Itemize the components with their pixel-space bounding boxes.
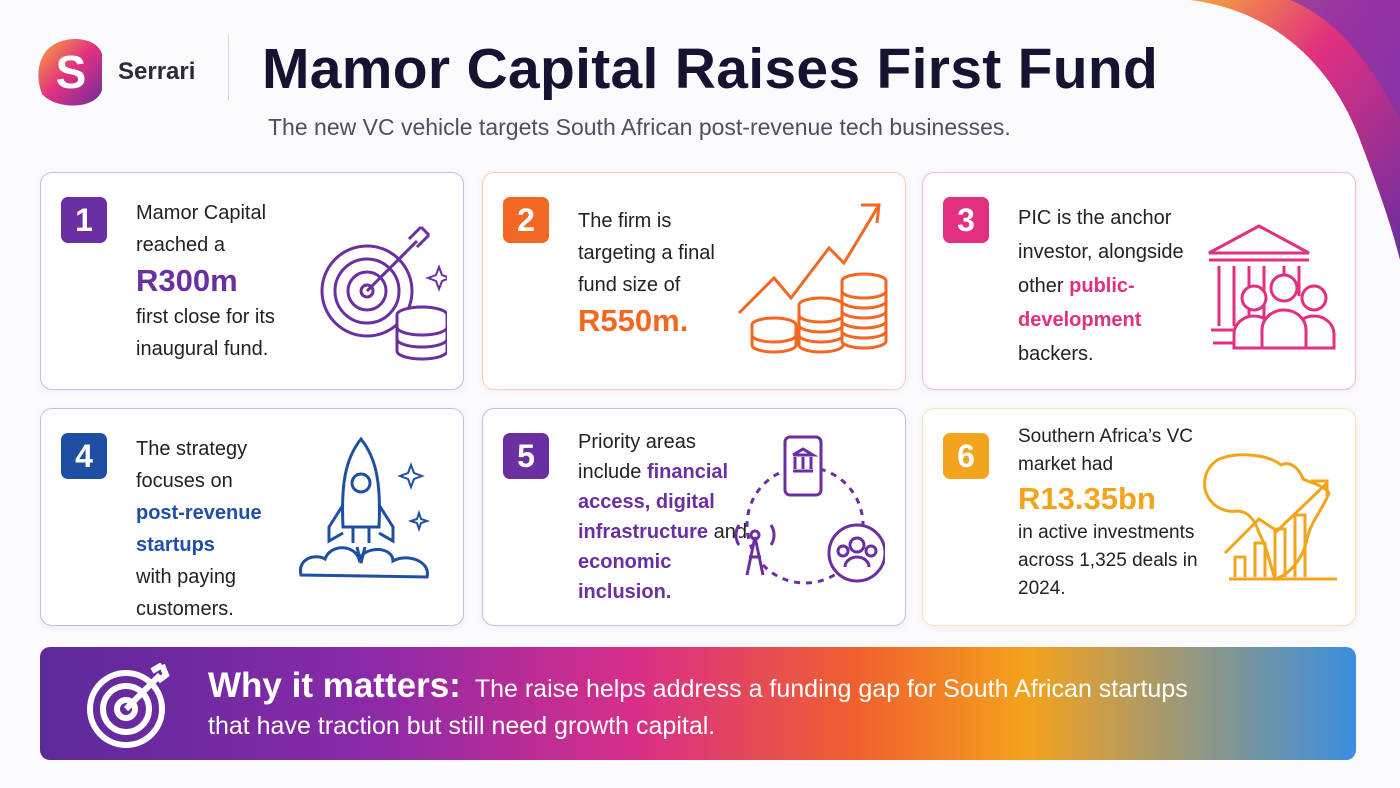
highlight: digital infrastructure	[578, 491, 715, 543]
highlight: public-development	[1018, 275, 1142, 331]
institution-icon	[1208, 224, 1336, 350]
highlight: R550m.	[578, 303, 689, 338]
highlight: post-revenue startups	[136, 502, 262, 556]
brand-logo: S	[38, 39, 102, 106]
text: backers.	[1018, 343, 1094, 365]
text: Southern Africa’s VC market had	[1018, 426, 1193, 475]
card-text: Mamor Capital reached a R300m first clos…	[136, 197, 321, 365]
banner-heading: Why it matters:	[208, 666, 461, 705]
title: Mamor Capital Raises First Fund	[262, 37, 1159, 101]
highlight: economic inclusion.	[578, 551, 672, 603]
card-text: Priority areas include financial access,…	[578, 427, 748, 607]
svg-text:S: S	[56, 46, 87, 98]
banner-text: Why it matters: The raise helps address a…	[208, 667, 1208, 745]
card-number: 2	[503, 197, 549, 243]
highlight: ,	[644, 491, 651, 513]
subtitle: The new VC vehicle targets South African…	[268, 114, 1011, 140]
text: Mamor Capital reached a	[136, 202, 267, 256]
card-number: 5	[503, 433, 549, 479]
target-icon	[320, 225, 447, 361]
card: 5 Priority areas include financial acces…	[482, 408, 906, 626]
africa-growth-icon	[1203, 453, 1337, 581]
card-text: The firm is targeting a final fund size …	[578, 205, 753, 341]
highlight: R13.35bn	[1018, 481, 1156, 516]
text: with paying customers.	[136, 566, 237, 620]
text: first close for its inaugural fund.	[136, 306, 275, 360]
card: 4 The strategy focuses on post-revenue s…	[40, 408, 464, 626]
text: Priority areas include	[578, 431, 696, 483]
card: 6 Southern Africa’s VC market had R13.35…	[922, 408, 1356, 626]
network-icon	[734, 435, 885, 585]
brand-name: Serrari	[118, 58, 196, 85]
highlight: financial access	[578, 461, 729, 513]
text: PIC is the anchor investor, alongside ot…	[1018, 207, 1184, 297]
text: The strategy focuses on	[136, 438, 248, 492]
decor-swirl	[1190, 0, 1400, 260]
card-text: Southern Africa’s VC market had R13.35bn…	[1018, 423, 1213, 603]
rocket-icon	[298, 436, 431, 579]
text: in active investments across 1,325 deals…	[1018, 522, 1198, 599]
text: The firm is targeting a final fund size …	[578, 210, 715, 296]
card-text: The strategy focuses on post-revenue sta…	[136, 433, 321, 625]
banner: Why it matters: The raise helps address a…	[40, 647, 1356, 760]
card: 2 The firm is targeting a final fund siz…	[482, 172, 906, 390]
card: 3 PIC is the anchor investor, alongside …	[922, 172, 1356, 390]
card-text: PIC is the anchor investor, alongside ot…	[1018, 201, 1208, 371]
card-number: 1	[61, 197, 107, 243]
growth-icon	[737, 203, 888, 354]
highlight: R300m	[136, 263, 238, 298]
card-number: 3	[943, 197, 989, 243]
card-number: 6	[943, 433, 989, 479]
divider	[228, 34, 229, 100]
target-icon	[87, 663, 170, 748]
card-number: 4	[61, 433, 107, 479]
banner-body: The raise helps address a funding gap fo…	[208, 675, 1188, 740]
card: 1 Mamor Capital reached a R300m first cl…	[40, 172, 464, 390]
